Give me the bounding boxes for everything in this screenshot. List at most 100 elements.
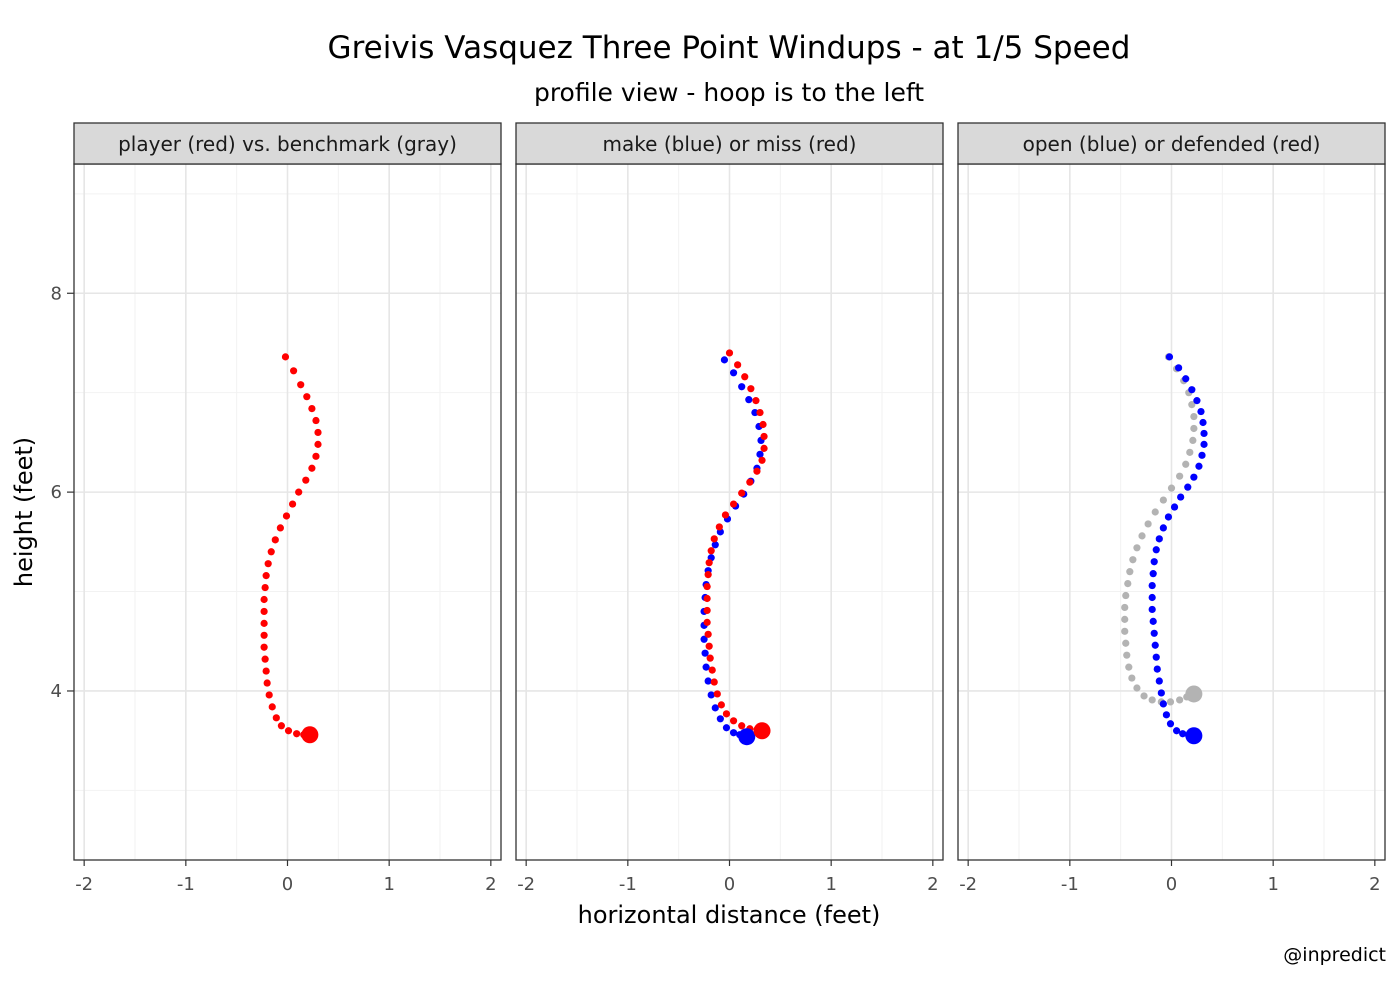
data-point-blue — [711, 541, 719, 549]
end-point-blue — [1185, 727, 1203, 745]
data-point-gray — [1121, 603, 1129, 612]
x-tick-label: 1 — [1267, 874, 1278, 895]
data-point-blue — [1155, 677, 1163, 685]
data-point-blue — [1165, 353, 1174, 361]
data-point-blue — [1164, 513, 1173, 521]
data-point-blue — [700, 635, 708, 643]
data-point-red — [265, 691, 273, 699]
data-point-red — [746, 478, 754, 486]
data-point-blue — [1198, 451, 1206, 459]
data-point-gray — [1138, 532, 1146, 540]
data-point-gray — [1189, 436, 1197, 445]
data-point-blue — [745, 396, 753, 404]
data-point-blue — [707, 691, 715, 699]
x-tick-label: 0 — [282, 874, 293, 895]
data-point-blue — [720, 356, 729, 364]
data-point-blue — [1152, 653, 1160, 661]
data-point-blue — [1193, 397, 1201, 405]
data-point-gray — [1121, 627, 1129, 635]
data-point-blue — [738, 383, 746, 391]
data-point-red — [303, 393, 311, 401]
data-point-red — [703, 594, 711, 603]
caption: @inpredict — [1283, 944, 1386, 966]
data-point-gray — [1148, 696, 1156, 704]
data-point-red — [756, 408, 764, 417]
data-point-red — [263, 679, 271, 687]
data-point-red — [262, 572, 270, 580]
data-point-red — [758, 456, 766, 464]
data-point-red — [282, 512, 291, 520]
data-point-red — [302, 476, 310, 484]
data-point-red — [721, 511, 730, 519]
data-point-red — [295, 488, 303, 496]
data-point-gray — [1122, 591, 1130, 600]
x-tick-label: -2 — [75, 874, 93, 895]
data-point-gray — [1182, 460, 1190, 468]
end-point-gray — [1185, 685, 1203, 703]
data-point-gray — [1176, 696, 1184, 704]
data-point-red — [268, 703, 276, 711]
data-point-red — [706, 654, 714, 662]
data-point-red — [260, 619, 268, 627]
data-point-blue — [1151, 641, 1159, 649]
data-point-red — [308, 404, 316, 413]
data-point-red — [710, 535, 718, 543]
x-tick-label: 2 — [485, 874, 496, 895]
x-tick-label: -1 — [619, 874, 637, 895]
data-point-red — [759, 420, 767, 429]
data-point-red — [704, 571, 712, 579]
data-point-red — [705, 642, 713, 650]
data-point-blue — [711, 704, 719, 712]
data-point-gray — [1159, 496, 1167, 504]
data-point-gray — [1129, 556, 1137, 564]
data-point-blue — [1152, 546, 1160, 554]
data-point-red — [314, 428, 322, 437]
data-point-blue — [1159, 700, 1167, 708]
data-point-gray — [1176, 472, 1184, 480]
data-point-red — [703, 582, 711, 591]
data-point-gray — [1122, 639, 1130, 647]
data-point-red — [760, 432, 768, 441]
data-point-red — [284, 727, 293, 735]
data-point-red — [708, 666, 716, 674]
data-point-blue — [1157, 689, 1165, 697]
data-point-gray — [1190, 424, 1198, 433]
data-point-red — [705, 559, 713, 567]
data-point-blue — [1190, 473, 1198, 481]
data-point-red — [262, 667, 270, 675]
data-point-red — [703, 618, 711, 626]
data-point-gray — [1166, 698, 1175, 706]
data-point-gray — [1121, 615, 1129, 623]
data-point-gray — [1128, 674, 1136, 682]
data-point-blue — [1177, 493, 1185, 501]
strip-label: open (blue) or defended (red) — [1023, 132, 1321, 156]
data-point-blue — [1148, 581, 1156, 590]
data-point-blue — [1175, 364, 1183, 372]
data-point-gray — [1151, 508, 1159, 516]
y-axis: 4 6 8 — [51, 283, 74, 702]
data-point-blue — [751, 408, 759, 417]
x-tick-label: 2 — [927, 874, 938, 895]
data-point-red — [260, 631, 268, 639]
x-axis-label: horizontal distance (feet) — [578, 901, 881, 929]
data-point-gray — [1124, 579, 1132, 588]
data-point-gray — [1140, 692, 1148, 700]
data-point-blue — [1149, 617, 1157, 625]
x-tick-label: 0 — [724, 874, 735, 895]
y-tick-label: 8 — [51, 283, 62, 304]
data-point-gray — [1190, 412, 1198, 421]
data-point-blue — [702, 663, 710, 671]
y-tick-label: 6 — [51, 482, 62, 503]
y-axis-label: height (feet) — [10, 437, 38, 587]
strip-label: make (blue) or miss (red) — [603, 132, 857, 156]
data-point-red — [741, 373, 749, 381]
data-point-blue — [1153, 665, 1161, 673]
data-point-blue — [1166, 720, 1175, 728]
data-point-blue — [1162, 711, 1171, 719]
data-point-red — [260, 595, 268, 604]
data-point-blue — [1150, 629, 1158, 637]
data-point-red — [308, 464, 316, 472]
data-point-red — [271, 536, 279, 544]
data-point-blue — [1148, 605, 1156, 614]
data-point-red — [288, 500, 297, 508]
